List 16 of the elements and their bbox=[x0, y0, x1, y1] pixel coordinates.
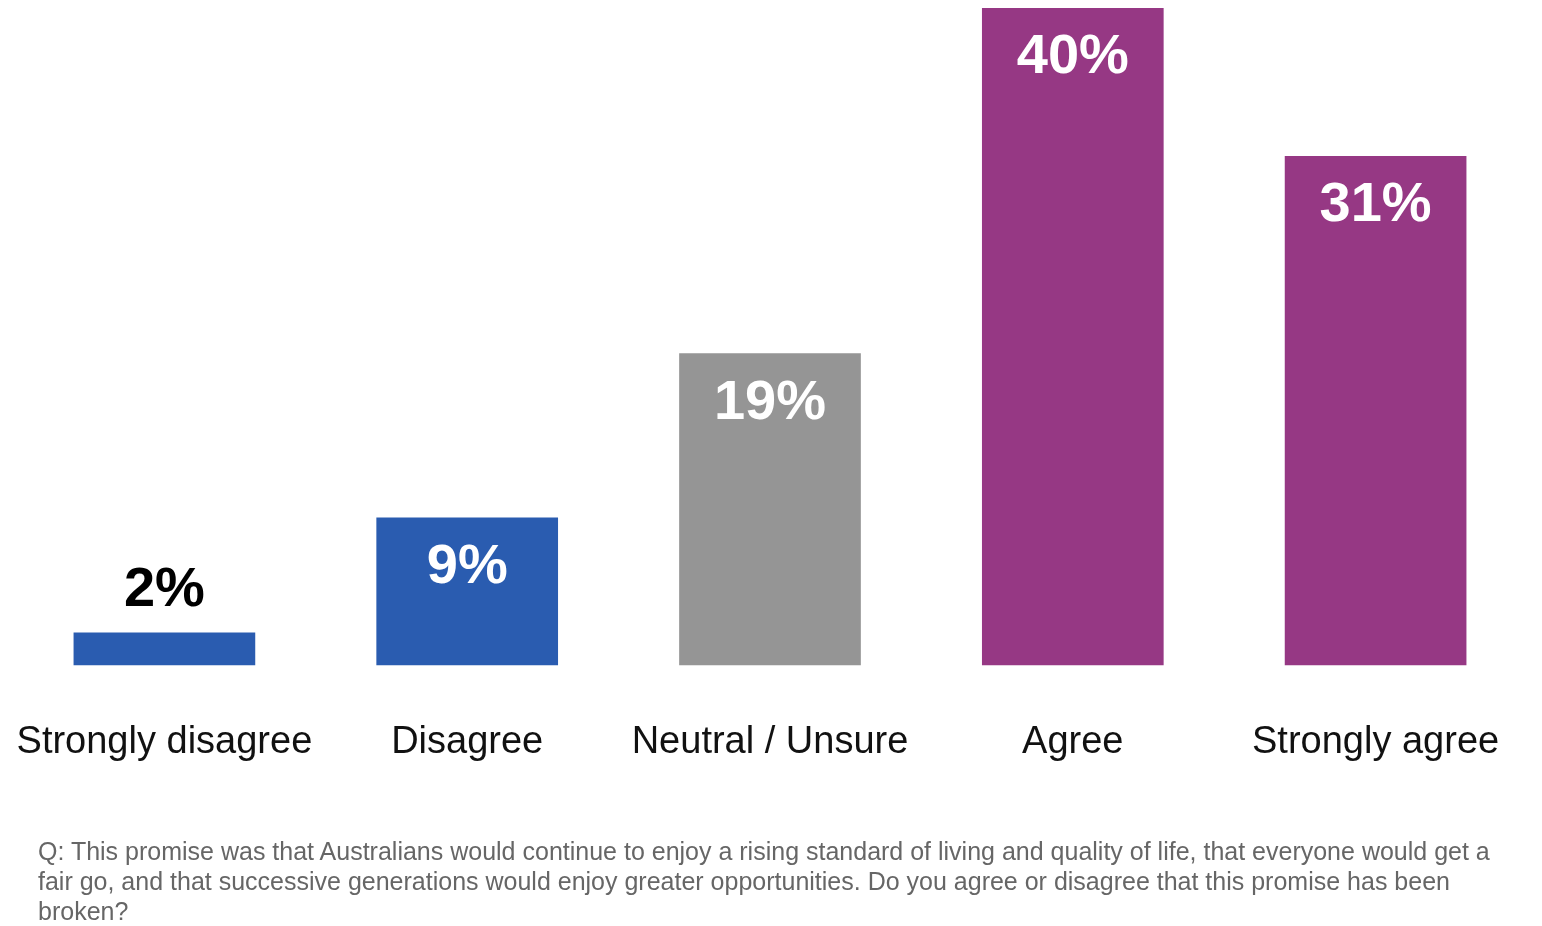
x-tick-label: Neutral / Unsure bbox=[631, 718, 909, 761]
x-tick-label: Strongly disagree bbox=[16, 718, 313, 761]
data-label: 19% bbox=[713, 367, 827, 431]
bar bbox=[1284, 155, 1467, 666]
text: Q: This promise was that Australians would continue to enjoy a rising standard of living and quality of life, that everyone would get a fair go, and that successive generations would enjoy greater opportunities. Do you agree or disagree that this promise has been broken? bbox=[38, 836, 1491, 926]
x-tick-label: Disagree bbox=[391, 718, 544, 761]
bar bbox=[73, 632, 256, 666]
data-label: 9% bbox=[426, 531, 508, 595]
bar bbox=[679, 353, 861, 666]
data-label: 40% bbox=[1016, 22, 1129, 86]
x-tick-label: Strongly agree bbox=[1252, 718, 1500, 761]
data-label: 31% bbox=[1319, 170, 1432, 234]
data-label: 2% bbox=[123, 554, 205, 618]
bar bbox=[376, 517, 559, 666]
bar bbox=[981, 8, 1164, 666]
x-tick-label: Agree bbox=[1022, 718, 1124, 761]
